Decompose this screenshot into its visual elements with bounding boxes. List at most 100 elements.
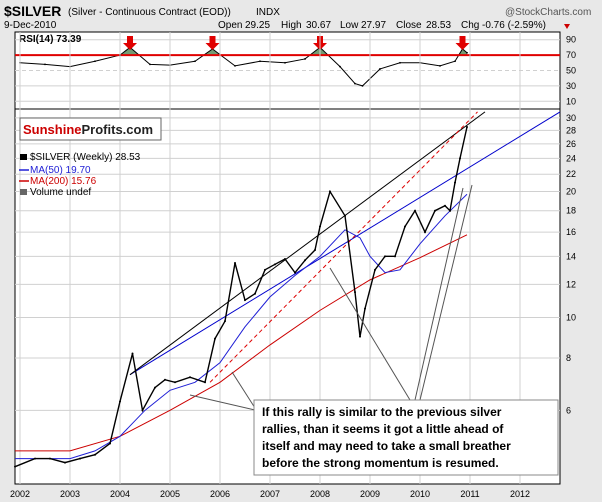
price-tick-label: 26 — [566, 139, 576, 149]
legend-price-icon — [20, 154, 27, 160]
price-point — [374, 268, 376, 271]
price-point — [304, 259, 306, 262]
price-point — [94, 453, 96, 456]
ohlc-low-label: Low — [340, 20, 359, 31]
price-point — [394, 255, 396, 258]
price-point — [204, 381, 206, 384]
rsi-tick-label: 50 — [566, 66, 576, 76]
price-layer — [14, 125, 468, 468]
rsi-point — [284, 61, 286, 64]
x-tick-label: 2004 — [110, 489, 130, 499]
rsi-tick-label: 30 — [566, 81, 576, 91]
price-tick-label: 10 — [566, 312, 576, 322]
ma50-line — [15, 193, 468, 460]
price-point — [214, 337, 216, 340]
price-point — [244, 299, 246, 302]
price-point — [154, 386, 156, 389]
date-label: 9-Dec-2010 — [4, 20, 57, 31]
annotation-pointer — [414, 187, 464, 401]
rsi-tick-label: 70 — [566, 50, 576, 60]
rsi-tick-label: 10 — [566, 96, 576, 106]
red-down-arrow-icon — [455, 36, 470, 50]
rsi-point — [379, 68, 381, 70]
price-point — [119, 400, 121, 403]
rsi-point — [339, 65, 341, 68]
down-triangle-icon — [564, 24, 570, 29]
x-tick-label: 2002 — [10, 489, 30, 499]
annotation-box — [253, 399, 559, 476]
logo-part1: Sunshine — [23, 122, 82, 137]
price-tick-label: 22 — [566, 169, 576, 179]
price-point — [404, 225, 406, 228]
trendline-blue — [129, 111, 561, 376]
legend-main: $SILVER (Weekly) 28.53 — [30, 152, 141, 163]
ohlc-high: 30.67 — [306, 20, 331, 31]
price-point — [354, 291, 356, 294]
price-point — [364, 307, 366, 310]
price-point — [454, 181, 456, 184]
price-point — [444, 204, 446, 207]
price-point — [329, 190, 331, 193]
annotation-line-2: rallies, than it seems it got a little a… — [262, 422, 504, 436]
x-tick-label: 2006 — [210, 489, 230, 499]
annotation-pointer — [189, 394, 256, 411]
price-y-ticks: 6 8 10 12 14 16 18 20 22 24 26 28 30 — [566, 113, 576, 415]
ohlc-close: 28.53 — [426, 20, 451, 31]
red-down-arrow-icon — [205, 36, 220, 50]
price-point — [359, 335, 361, 338]
x-tick-label: 2012 — [510, 489, 530, 499]
price-point — [466, 125, 468, 128]
price-point — [79, 457, 81, 460]
price-tick-label: 12 — [566, 279, 576, 289]
annotation-line-3: itself and may need to take a small brea… — [262, 439, 511, 453]
ohlc-open-label: Open — [218, 20, 242, 31]
logo-part2: Profits.com — [82, 122, 154, 137]
legend-volume-icon — [20, 189, 27, 195]
annotation-pointer — [231, 371, 256, 409]
price-point — [234, 261, 236, 264]
red-down-arrow-icon — [123, 36, 137, 50]
price-point — [34, 457, 36, 460]
trendline-red-dashed — [209, 111, 478, 383]
rsi-point — [94, 60, 96, 63]
x-tick-label: 2008 — [310, 489, 330, 499]
rsi-y-ticks: 10 30 50 70 90 — [566, 35, 576, 107]
price-point — [164, 378, 166, 381]
legend-ma200: MA(200) 15.76 — [30, 176, 97, 187]
x-tick-label: 2011 — [460, 489, 479, 499]
ma200-line — [15, 234, 468, 452]
price-tick-label: 8 — [566, 353, 571, 363]
ohlc-chg: -0.76 (-2.59%) — [482, 20, 546, 31]
exchange-label: INDX — [256, 7, 280, 18]
price-point — [424, 231, 426, 234]
rsi-point — [454, 60, 456, 63]
rsi-point — [361, 85, 364, 87]
rsi-point — [439, 64, 441, 67]
price-point — [109, 442, 111, 445]
price-point — [319, 225, 321, 228]
annotation-pointer — [329, 267, 411, 401]
rsi-point — [354, 82, 356, 85]
x-tick-label: 2003 — [60, 489, 80, 499]
rsi-point — [234, 64, 236, 67]
price-point — [414, 209, 416, 212]
price-point — [174, 381, 176, 384]
rsi-point — [194, 60, 196, 63]
price-point — [294, 271, 296, 274]
price-point — [344, 214, 346, 217]
price-tick-label: 20 — [566, 187, 576, 197]
rsi-point — [44, 63, 46, 66]
x-tick-label: 2010 — [410, 489, 430, 499]
annotation-pointers — [189, 184, 473, 411]
ohlc-open: 29.25 — [245, 20, 270, 31]
rsi-point — [466, 51, 468, 54]
rsi-label: RSI(14) 73.39 — [19, 34, 82, 45]
ohlc-close-label: Close — [396, 20, 422, 31]
price-point — [264, 268, 266, 271]
trendlines — [129, 111, 561, 383]
rsi-tick-label: 90 — [566, 35, 576, 45]
symbol-title: $SILVER — [4, 3, 61, 19]
legend-volume: Volume undef — [30, 187, 91, 198]
price-tick-label: 18 — [566, 206, 576, 216]
